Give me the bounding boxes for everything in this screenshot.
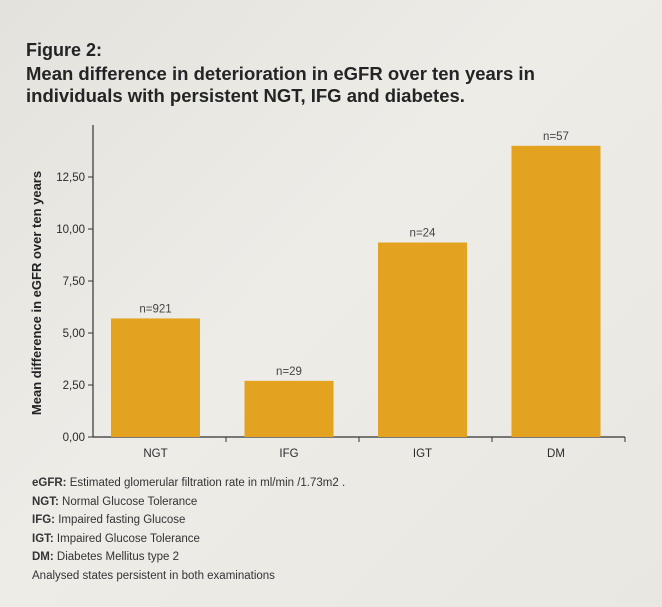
legend-desc: Estimated glomerular filtration rate in … <box>66 477 346 489</box>
y-tick-label: 12,50 <box>56 172 85 184</box>
y-tick-label: 10,00 <box>56 224 85 236</box>
legend-desc: Normal Glucose Tolerance <box>58 495 198 508</box>
legend-desc: Diabetes Mellitus type 2 <box>53 551 180 564</box>
legend-term: eGFR: <box>32 477 67 489</box>
figure-label: Figure 2: <box>26 40 103 60</box>
bar-ifg <box>244 380 334 437</box>
legend-row-igt: IGT: Impaired Glucose Tolerance <box>32 530 345 549</box>
chart-title-line-1: Mean difference in deterioration in eGFR… <box>26 63 535 84</box>
x-tick-label: NGT <box>143 448 167 460</box>
data-label: n=29 <box>276 366 302 378</box>
legend-row-ngt: NGT: Normal Glucose Tolerance <box>32 493 345 512</box>
legend-row-dm: DM: Diabetes Mellitus type 2 <box>32 548 345 567</box>
y-tick-label: 5,00 <box>63 328 85 340</box>
x-tick-label: DM <box>547 448 565 460</box>
legend-row-note: Analysed states persistent in both exami… <box>32 567 345 586</box>
legend-desc: Impaired Glucose Tolerance <box>53 532 200 545</box>
legend-term: DM: <box>32 551 54 564</box>
legend-desc: Impaired fasting Glucose <box>55 514 186 527</box>
y-axis-title: Mean difference in eGFR over ten years <box>29 171 44 415</box>
bar-igt <box>378 242 467 437</box>
bar-ngt <box>111 318 200 437</box>
bar-dm <box>511 145 601 438</box>
legend-term: IFG: <box>32 514 55 527</box>
chart-title-line-2: individuals with persistent NGT, IFG and… <box>26 85 465 106</box>
bar-chart: 0,00 2,50 5,00 7,50 10,00 12,50 Mean differenc… <box>29 125 626 460</box>
y-tick-label: 0,00 <box>63 432 85 444</box>
chart-title: Mean difference in deterioration in eGFR… <box>26 63 626 107</box>
legend-term: NGT: <box>32 495 59 508</box>
legend-note: Analysed states persistent in both exami… <box>32 569 275 582</box>
x-tick-label: IFG <box>279 448 298 460</box>
data-label: n=921 <box>139 303 171 315</box>
data-label: n=24 <box>410 228 437 240</box>
legend-row-egfr: eGFR: Estimated glomerular filtration ra… <box>32 474 345 493</box>
legend-row-ifg: IFG: Impaired fasting Glucose <box>32 511 345 530</box>
x-tick-label: IGT <box>413 448 432 460</box>
data-label: n=57 <box>543 131 569 143</box>
legend-term: IGT: <box>32 532 54 545</box>
y-tick-label: 7,50 <box>63 276 85 288</box>
y-tick-label: 2,50 <box>63 380 85 392</box>
abbreviation-legend: eGFR: Estimated glomerular filtration ra… <box>32 474 345 586</box>
